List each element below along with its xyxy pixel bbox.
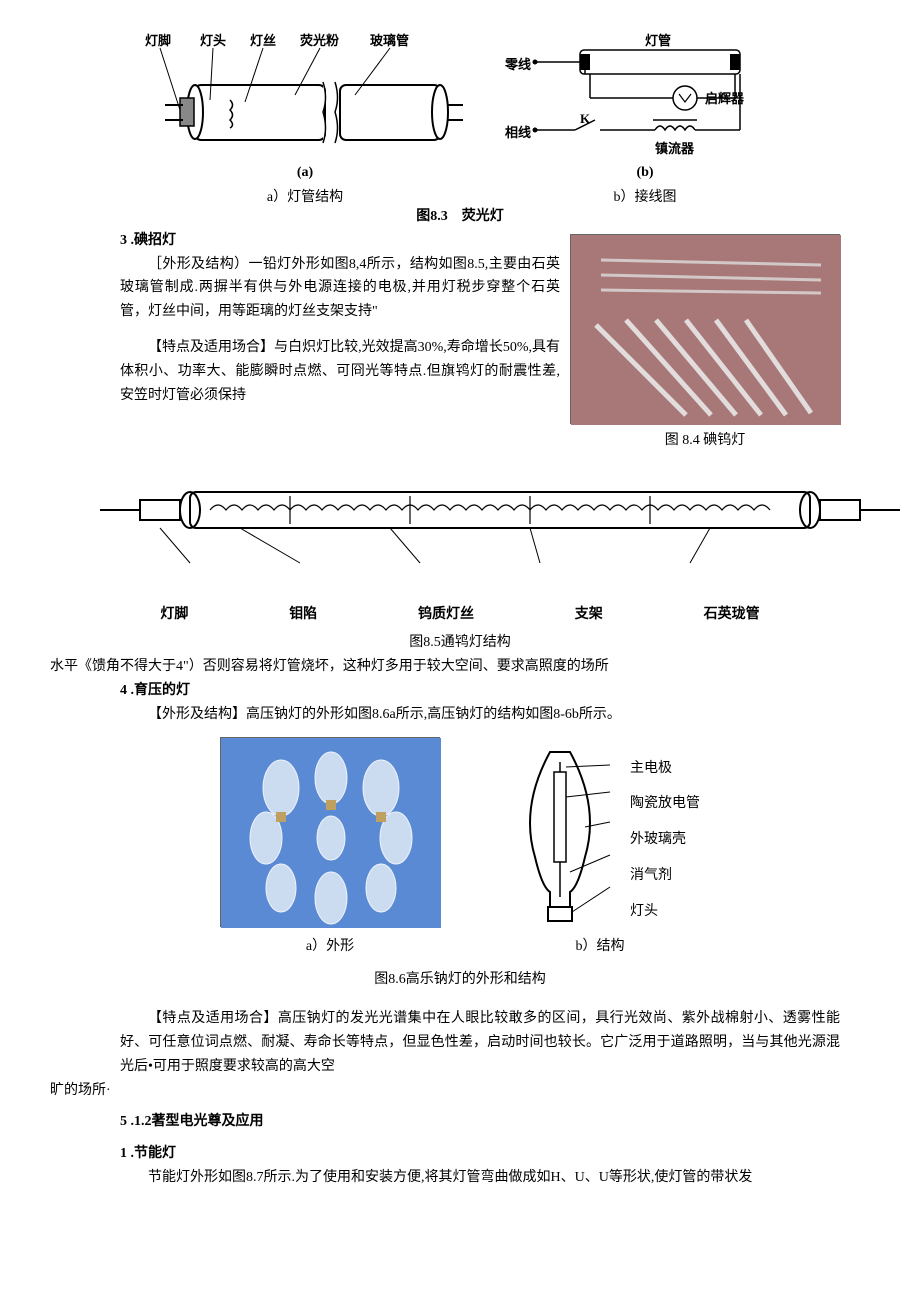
section-512-heading: 5 .1.2著型电光尊及应用 (120, 1110, 870, 1134)
fig83a-letter: (a) (135, 161, 475, 185)
fig85-label-2: 钨质灯丝 (418, 603, 474, 627)
fig86b-label-3: 消气剂 (630, 864, 700, 888)
fig86b-label-1: 陶瓷放电管 (630, 792, 700, 816)
fig84-caption: 图 8.4 碘钨灯 (570, 429, 840, 453)
label-lamp: 灯管 (645, 30, 671, 52)
after85-p1: 水平《馈角不得大于4"）否则容易将灯管烧坏，这种灯多用于较大空间、要求高照度的场… (50, 655, 840, 679)
fig86b-label-0: 主电极 (630, 757, 700, 781)
figure-8-4: 图 8.4 碘钨灯 (570, 234, 840, 453)
fig86a-caption: a）外形 (220, 935, 440, 959)
fig85-label-3: 支架 (575, 603, 603, 627)
fig83a-tube-diagram: 灯脚 灯头 灯丝 荧光粉 玻璃管 (135, 30, 475, 210)
fig83b-letter: (b) (505, 161, 785, 185)
fig86b: 主电极 陶瓷放电管 外玻璃壳 消气剂 灯头 b）结构 (500, 737, 700, 959)
fig85-label-0: 灯脚 (160, 603, 188, 627)
fig86a: a）外形 (220, 737, 440, 959)
label-switch: K (580, 108, 590, 130)
fig85-caption: 图8.5通鸨灯结构 (50, 631, 870, 655)
after86-p1: 【特点及适用场合】高压钠灯的发光光谱集中在人眼比较敢多的区间，具行光效尚、紫外战… (120, 1007, 840, 1078)
fig83b-wiring-diagram: 灯管 零线 启辉器 相线 K 镇流器 (b) b）接线图 (505, 30, 785, 210)
fig86b-label-2: 外玻璃壳 (630, 828, 700, 852)
fig83b-caption: b）接线图 (505, 186, 785, 210)
section-4-p1: 【外形及结构】高压钠灯的外形如图8.6a所示,高压钠灯的结构如图8-6b所示。 (120, 703, 840, 727)
fig86a-photo (220, 737, 440, 927)
fig86b-label-4: 灯头 (630, 900, 700, 924)
fig84-photo (570, 234, 840, 424)
section-3-wrap: 图 8.4 碘钨灯 3 .碘招灯 ［外形及结构）一铅灯外形如图8,4所示，结构如… (50, 229, 870, 463)
fig83a-caption: a）灯管结构 (135, 186, 475, 210)
figure-8-5 (90, 478, 830, 598)
fig85-labels: 灯脚 钼陷 钨质灯丝 支架 石英珑管 (110, 603, 810, 627)
section-1b-p1: 节能灯外形如图8.7所示.为了使用和安装方便,将其灯管弯曲做成如H、U、U等形状… (120, 1166, 840, 1190)
figure-8-3: 灯脚 灯头 灯丝 荧光粉 玻璃管 (50, 30, 870, 210)
figure-8-6: a）外形 主电极 陶瓷放电管 外玻璃 (50, 737, 870, 959)
label-ballast: 镇流器 (655, 138, 694, 160)
label-starter: 启辉器 (705, 88, 744, 110)
fig86b-caption: b）结构 (500, 935, 700, 959)
fig86b-labels: 主电极 陶瓷放电管 外玻璃壳 消气剂 灯头 (630, 757, 700, 924)
fig85-label-1: 钼陷 (289, 603, 317, 627)
label-neutral: 相线 (505, 122, 531, 144)
fig86-main-caption: 图8.6高乐钠灯的外形和结构 (50, 968, 870, 992)
label-live: 零线 (505, 54, 531, 76)
section-4-heading: 4 .育压的灯 (120, 679, 870, 703)
after86-p2: 旷的场所· (50, 1079, 840, 1103)
fig85-label-4: 石英珑管 (704, 603, 760, 627)
section-1b-heading: 1 .节能灯 (120, 1142, 870, 1166)
fig85-svg (90, 478, 910, 578)
fig86b-diagram: 主电极 陶瓷放电管 外玻璃壳 消气剂 灯头 (500, 737, 700, 927)
